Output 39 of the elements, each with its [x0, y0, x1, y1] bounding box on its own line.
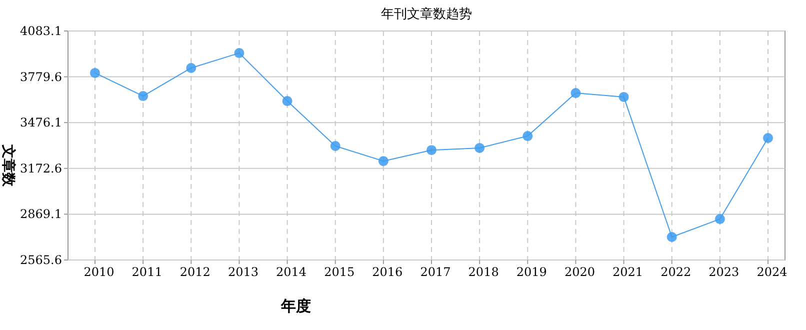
point	[666, 232, 677, 242]
point	[426, 145, 436, 156]
point	[138, 91, 148, 102]
point	[714, 214, 725, 224]
x-tick-label: 2024	[756, 265, 788, 279]
x-tick-label: 2015	[324, 265, 355, 279]
point	[234, 48, 244, 58]
point	[330, 141, 340, 152]
point	[90, 68, 100, 78]
x-tick-label: 2011	[132, 265, 162, 279]
point	[618, 92, 629, 102]
x-tick-label: 2016	[372, 265, 403, 279]
point	[282, 96, 292, 106]
x-tick-label: 2020	[564, 265, 595, 279]
point	[474, 142, 485, 153]
y-tick-label: 3779.6	[20, 70, 62, 84]
x-tick-label: 2018	[468, 265, 499, 279]
x-tick-label: 2017	[420, 265, 451, 279]
x-tick-label: 2023	[708, 265, 740, 279]
point	[378, 156, 388, 166]
y-tick-label: 2869.1	[20, 207, 62, 222]
x-tick-label: 2019	[516, 265, 547, 279]
y-tick-label: 3172.6	[20, 161, 62, 176]
x-tick-label: 2010	[84, 265, 114, 279]
point	[186, 62, 196, 73]
x-tick-label: 2013	[228, 265, 258, 279]
chart-title: 年刊文章数趋势	[381, 7, 472, 22]
x-tick-label: 2021	[612, 265, 644, 279]
point	[763, 133, 773, 144]
y-axis-title: 文章数	[0, 144, 17, 188]
x-tick-label: 2022	[660, 265, 692, 279]
y-tick-label: 4083.1	[20, 24, 62, 38]
x-tick-label: 2012	[180, 265, 210, 279]
x-axis-title: 年度	[280, 297, 311, 315]
y-tick-label: 3476.1	[20, 116, 62, 130]
point	[570, 88, 581, 98]
x-tick-label: 2014	[276, 265, 307, 279]
point	[522, 131, 533, 142]
y-tick-label: 2565.6	[20, 253, 62, 267]
